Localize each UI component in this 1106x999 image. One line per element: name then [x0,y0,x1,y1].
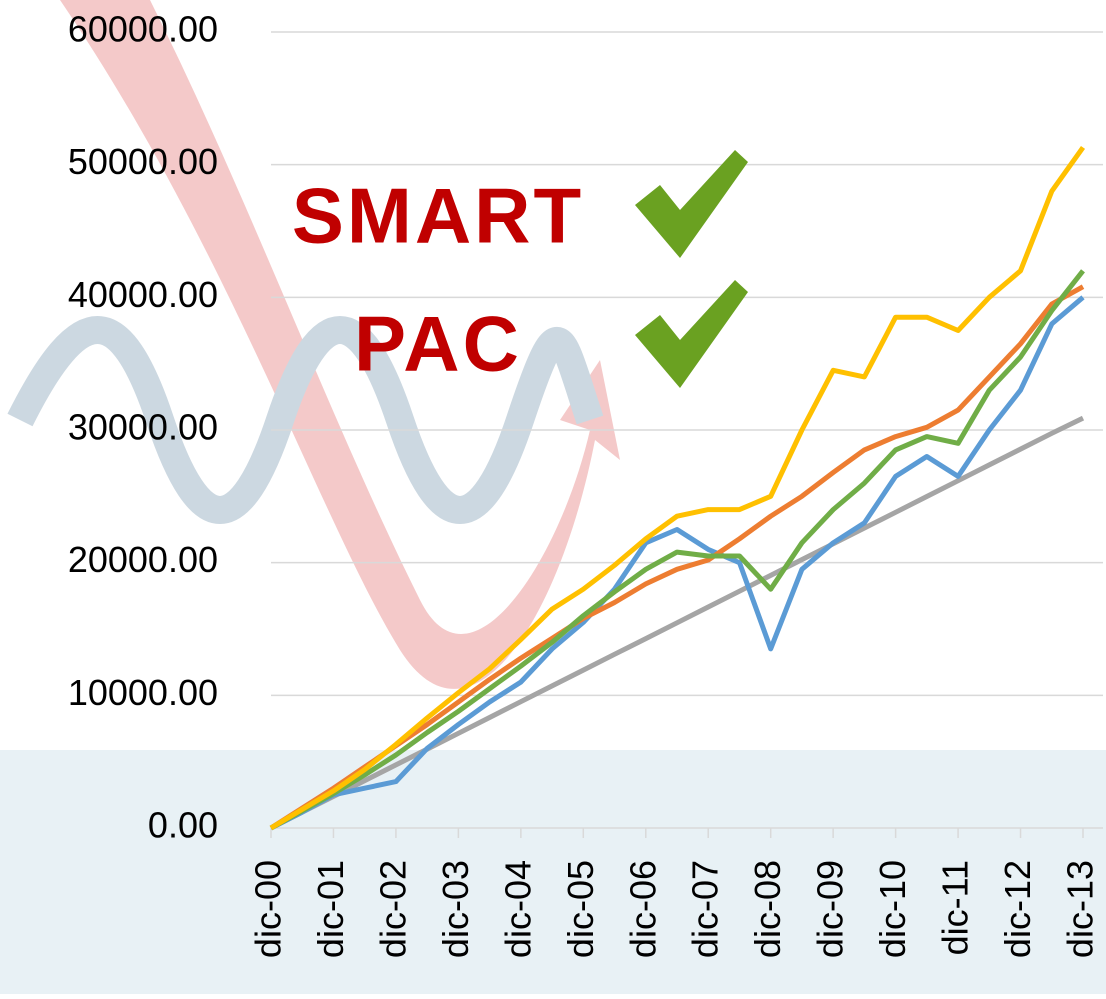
x-tick-label: dic-00 [248,860,289,958]
y-tick-label: 60000.00 [68,9,218,50]
series-line [269,145,1086,831]
x-tick-label: dic-01 [310,860,351,958]
y-tick-label: 0.00 [148,805,218,846]
x-tick-label: dic-08 [747,860,788,958]
x-tick-label: dic-07 [685,860,726,958]
y-tick-label: 50000.00 [68,141,218,182]
x-tick-label: dic-03 [435,860,476,958]
annotation: PAC [354,300,522,388]
y-tick-label: 40000.00 [68,274,218,315]
plot: 0.00 10000.00 20000.00 30000.00 40000.00 5000… [68,9,1103,958]
x-tick-label: dic-12 [997,860,1038,958]
x-tick-label: dic-02 [372,860,413,958]
x-tick-label: dic-09 [810,860,851,958]
y-tick-label: 20000.00 [68,539,218,580]
x-tick-label: dic-11 [935,860,976,955]
check-icon [635,280,748,388]
check-icon [635,150,748,258]
x-tick-label: dic-10 [872,860,913,958]
x-tick-label: dic-04 [497,860,538,958]
annotation: SMART [292,172,584,260]
y-tick-label: 10000.00 [68,672,218,713]
x-tick-label: dic-05 [560,860,601,958]
x-tick-label: dic-06 [622,860,663,958]
x-tick-label: dic-13 [1060,860,1101,958]
series-line [269,415,1085,831]
y-tick-label: 30000.00 [68,407,218,448]
series-line [269,295,1085,831]
series-line [269,269,1085,831]
